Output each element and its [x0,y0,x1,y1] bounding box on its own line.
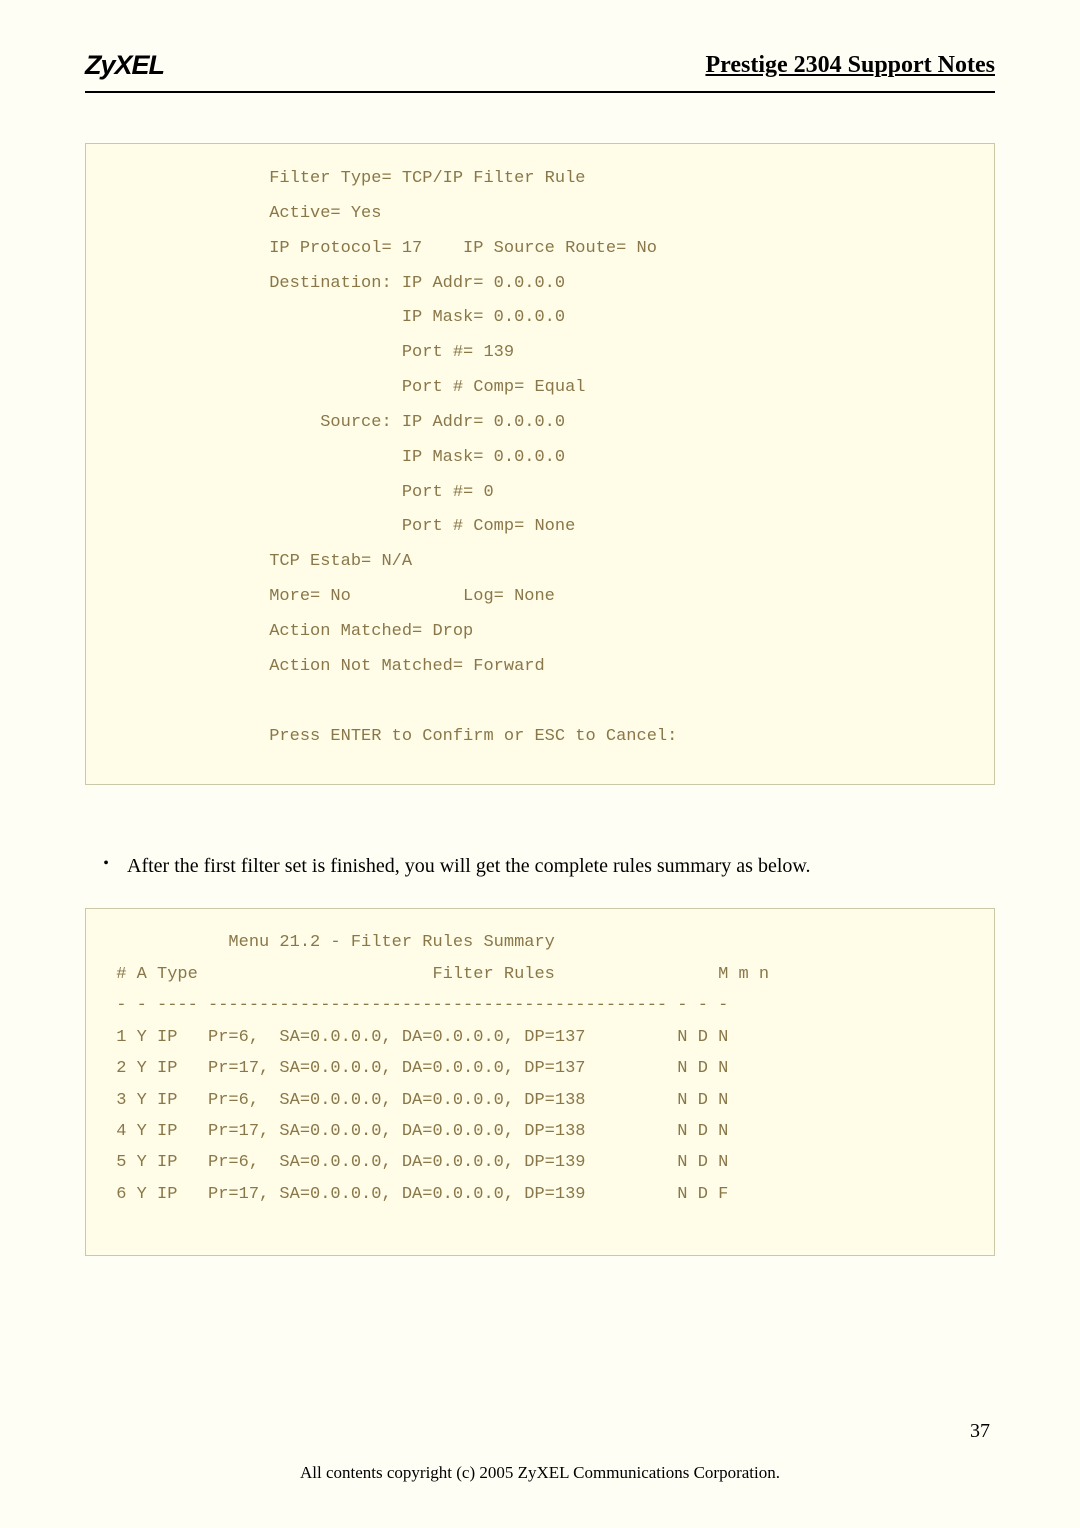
page-number: 37 [970,1420,990,1443]
page-title: Prestige 2304 Support Notes [705,52,995,81]
logo-text: ZyXEL [85,50,164,81]
filter-rule-codebox: Filter Type= TCP/IP Filter Rule Active= … [85,143,995,785]
bullet-paragraph: • After the first filter set is finished… [85,855,995,878]
page-header: ZyXEL Prestige 2304 Support Notes [85,0,995,93]
bullet-icon: • [85,855,127,873]
footer-copyright: All contents copyright (c) 2005 ZyXEL Co… [0,1463,1080,1483]
bullet-text: After the first filter set is finished, … [127,855,811,878]
filter-summary-codebox: Menu 21.2 - Filter Rules Summary # A Typ… [85,908,995,1256]
